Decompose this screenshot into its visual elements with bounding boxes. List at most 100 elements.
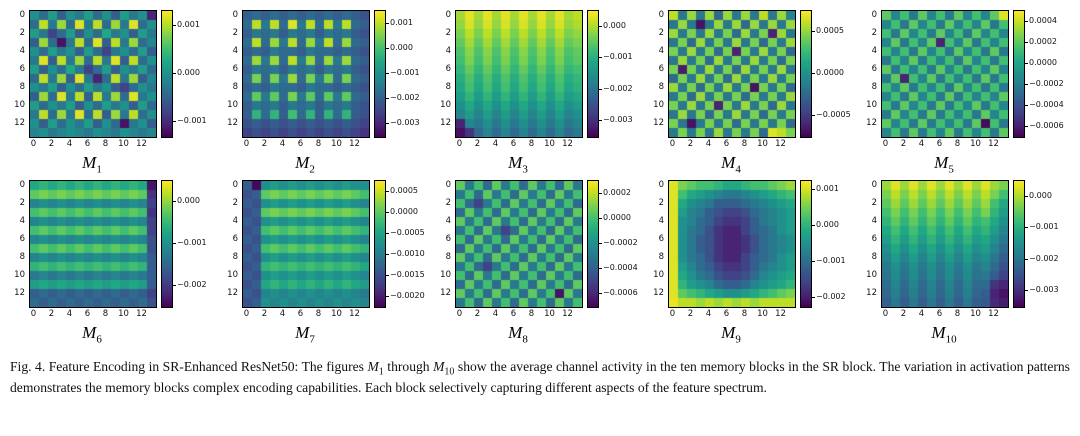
- y-axis-ticks: 0 2 4 6 8 10 12: [12, 10, 29, 136]
- y-tick-label: 0: [445, 179, 451, 190]
- y-tick-label: 8: [658, 81, 664, 92]
- y-tick-label: 8: [19, 251, 25, 262]
- x-tick-label: 4: [492, 139, 499, 149]
- colorbar-tick-label: −0.001: [390, 68, 420, 77]
- y-tick-label: 12: [653, 287, 664, 298]
- y-tick-label: 10: [440, 269, 451, 280]
- x-tick-label: 10: [757, 309, 768, 319]
- colorbar-tick-label: −0.002: [603, 83, 633, 93]
- y-tick-label: 12: [440, 287, 451, 298]
- y-tick-label: 12: [866, 287, 877, 298]
- y-tick-label: 2: [658, 27, 664, 38]
- y-tick-label: 12: [227, 117, 238, 128]
- y-tick-label: 6: [658, 233, 664, 244]
- y-tick-label: 0: [232, 179, 238, 190]
- x-axis-ticks: 0 2 4 6 8 10 12: [29, 136, 155, 149]
- colorbar-tick-mark: [812, 31, 815, 32]
- x-tick-label: 6: [936, 309, 943, 319]
- heatmap-panel-M9: 0 2 4 6 8 10 12 0.001 0.000 −0.001 −0.002 0 2 4 6 8 10 12…: [651, 180, 852, 346]
- colorbar: 0.0005 0.0000 −0.0005 −0.0010 −0.0015 −0.0020: [368, 180, 426, 308]
- colorbar-gradient: [800, 10, 812, 138]
- y-tick-label: 10: [440, 99, 451, 110]
- y-tick-label: 6: [232, 233, 238, 244]
- x-tick-label: 0: [30, 139, 37, 149]
- x-tick-label: 6: [723, 139, 730, 149]
- colorbar-tick-mark: [812, 297, 815, 298]
- colorbar-tick-mark: [1025, 125, 1028, 127]
- heatmap-panel-M10: 0 2 4 6 8 10 12 0.000 −0.001 −0.002 −0.003 0 2 4 6 8 10 1…: [864, 180, 1065, 346]
- colorbar-tick-label: 0.0004: [1029, 15, 1057, 25]
- y-tick-label: 6: [871, 63, 877, 74]
- y-tick-label: 4: [232, 215, 238, 226]
- colorbar-tick-label: −0.002: [816, 292, 846, 301]
- y-tick-label: 4: [445, 215, 451, 226]
- figure-panels: 0 2 4 6 8 10 12 0.001 0.000 −0.001 0 2 4 6 8 10 12 M1 0 2 4 6…: [8, 10, 1078, 346]
- x-tick-label: 4: [492, 309, 499, 319]
- colorbar-tick-mark: [386, 295, 389, 297]
- colorbar-tick-mark: [173, 121, 176, 123]
- y-tick-label: 12: [653, 117, 664, 128]
- colorbar-tick-mark: [173, 73, 176, 74]
- x-tick-label: 12: [349, 309, 360, 319]
- y-axis-ticks: 0 2 4 6 8 10 12: [864, 10, 881, 136]
- colorbar-tick-mark: [599, 268, 602, 270]
- colorbar-tick-mark: [173, 285, 176, 286]
- figure: 0 2 4 6 8 10 12 0.001 0.000 −0.001 0 2 4 6 8 10 12 M1 0 2 4 6…: [8, 10, 1078, 396]
- y-tick-label: 8: [19, 81, 25, 92]
- colorbar: 0.000 −0.001 −0.002: [155, 180, 213, 308]
- y-tick-label: 6: [871, 233, 877, 244]
- y-tick-label: 10: [866, 269, 877, 280]
- y-tick-label: 8: [871, 251, 877, 262]
- x-tick-label: 8: [741, 309, 748, 319]
- colorbar-gradient: [1013, 10, 1025, 138]
- colorbar-gradient: [374, 10, 386, 138]
- colorbar: 0.000 −0.001 −0.002 −0.003: [581, 10, 639, 138]
- y-tick-label: 8: [232, 251, 238, 262]
- heatmap-panel-M4: 0 2 4 6 8 10 12 0.0005 0.0000 −0.0005 0 2 4 6 8 10 12 M4: [651, 10, 852, 176]
- x-axis-ticks: 0 2 4 6 8 10 12: [455, 136, 581, 149]
- x-tick-label: 12: [988, 309, 999, 319]
- x-tick-label: 6: [510, 309, 517, 319]
- colorbar-tick-label: −0.0006: [1029, 120, 1064, 130]
- y-tick-label: 4: [19, 215, 25, 226]
- x-tick-label: 4: [918, 139, 925, 149]
- colorbar: 0.001 0.000 −0.001: [155, 10, 213, 138]
- y-tick-label: 0: [232, 9, 238, 20]
- colorbar-tick-label: 0.000: [177, 68, 200, 77]
- colorbar-tick-mark: [1025, 104, 1028, 106]
- colorbar-tick-label: 0.0000: [603, 212, 631, 222]
- y-tick-label: 0: [19, 9, 25, 20]
- colorbar-tick-label: −0.0004: [603, 263, 638, 273]
- x-tick-label: 8: [102, 309, 109, 319]
- x-tick-label: 2: [900, 309, 907, 319]
- x-axis-ticks: 0 2 4 6 8 10 12: [881, 136, 1007, 149]
- heatmap-canvas: [242, 180, 370, 308]
- x-tick-label: 10: [331, 139, 342, 149]
- figure-caption: Fig. 4. Feature Encoding in SR-Enhanced …: [10, 359, 1070, 396]
- y-tick-label: 4: [871, 45, 877, 56]
- heatmap-canvas: [668, 180, 796, 308]
- y-tick-label: 8: [871, 81, 877, 92]
- x-tick-label: 0: [882, 139, 889, 149]
- colorbar-tick-mark: [599, 88, 602, 90]
- x-tick-label: 2: [900, 139, 907, 149]
- x-tick-label: 10: [118, 139, 129, 149]
- x-tick-label: 4: [279, 309, 286, 319]
- x-tick-label: 0: [456, 139, 463, 149]
- x-tick-label: 4: [705, 309, 712, 319]
- colorbar-tick-mark: [599, 217, 602, 219]
- colorbar-tick-mark: [386, 47, 389, 49]
- panel-title: M3: [508, 153, 528, 176]
- x-tick-label: 12: [562, 309, 573, 319]
- x-tick-label: 0: [882, 309, 889, 319]
- colorbar-gradient: [800, 180, 812, 308]
- colorbar-tick-label: −0.0002: [603, 238, 638, 247]
- colorbar-tick-mark: [812, 189, 815, 190]
- colorbar-tick-mark: [1025, 227, 1028, 229]
- x-tick-label: 6: [84, 139, 91, 149]
- heatmap-canvas: [29, 10, 157, 138]
- heatmap-canvas: [881, 10, 1009, 138]
- colorbar-gradient: [1013, 180, 1025, 308]
- y-tick-label: 12: [14, 117, 25, 128]
- heatmap-canvas: [881, 180, 1009, 308]
